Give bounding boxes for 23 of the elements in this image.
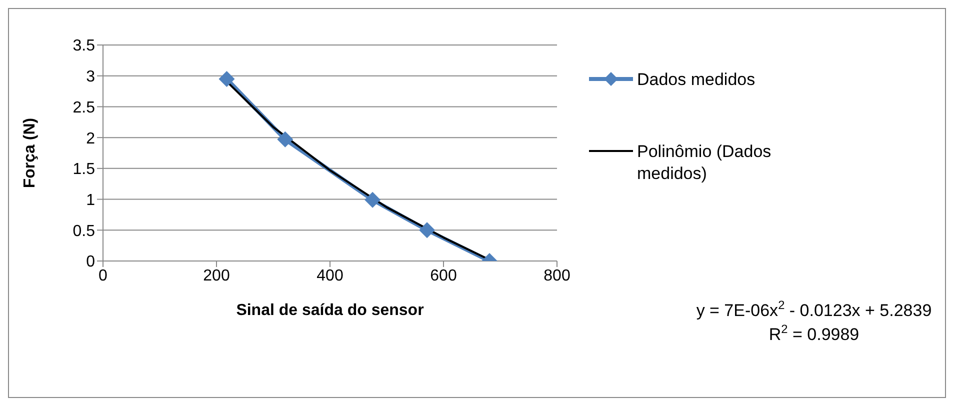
y-tick-label: 2.5 [72, 99, 96, 116]
x-tick-label: 400 [316, 267, 344, 284]
y-tick-label: 1.5 [72, 161, 96, 178]
y-tick-label: 0.5 [72, 222, 96, 240]
x-tick-label: 600 [430, 267, 457, 284]
y-tick-label: 1 [86, 192, 96, 209]
x-axis-title: Sinal de saída do sensor [236, 302, 424, 319]
point [218, 70, 235, 87]
y-axis-title: Força (N) [22, 118, 39, 188]
point [364, 192, 381, 208]
y-tick-label: 0 [86, 254, 96, 271]
point [277, 131, 294, 148]
point [419, 222, 436, 238]
y-tick-label: 3.5 [72, 38, 96, 55]
legend-label: Dados medidos [637, 69, 756, 91]
text: y = 7E-06x$^{2}$ - 0.0123x + 5.2839 [696, 298, 932, 320]
y-tick-label: 3 [86, 68, 96, 86]
x-tick-label: 800 [544, 267, 570, 284]
x-tick-label: 200 [203, 267, 230, 284]
x-tick-label: 0 [98, 267, 108, 284]
y-tick-label: 2 [86, 130, 96, 148]
legend-label: Polinômio (Dados medidos) [637, 141, 772, 185]
text: R$^{2}$ = 0.9989 [768, 322, 860, 344]
